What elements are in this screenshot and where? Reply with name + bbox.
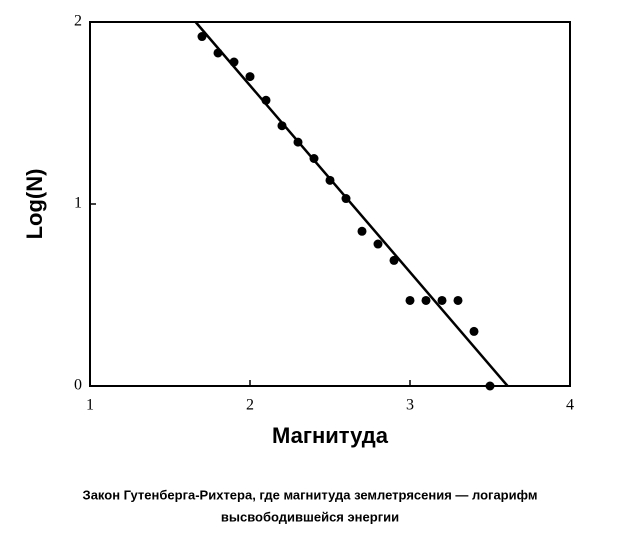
- data-point: [405, 295, 415, 305]
- y-tick-label: 0: [74, 377, 82, 394]
- data-point: [277, 121, 287, 131]
- x-tick-label: 1: [86, 397, 94, 414]
- data-point: [469, 326, 479, 336]
- data-point: [261, 95, 271, 105]
- data-point: [229, 57, 239, 67]
- plot-frame: [89, 21, 571, 387]
- data-point: [421, 295, 431, 305]
- data-point: [293, 137, 303, 147]
- y-tick-label: 2: [74, 13, 82, 30]
- data-point: [213, 48, 223, 58]
- data-point: [453, 295, 463, 305]
- x-tick-label: 4: [566, 397, 574, 414]
- caption: высвободившейся энергии: [221, 509, 399, 524]
- data-point: [373, 239, 383, 249]
- data-point: [485, 381, 495, 391]
- data-point: [245, 72, 255, 82]
- fit-line: [194, 21, 509, 387]
- data-point: [309, 154, 319, 163]
- data-point: [357, 226, 367, 236]
- data-point: [389, 255, 399, 265]
- y-tick-label: 1: [74, 195, 82, 212]
- data-point: [197, 32, 207, 42]
- data-point: [325, 175, 335, 185]
- x-tick-label: 2: [246, 397, 254, 414]
- x-axis-label: Магнитуда: [272, 423, 389, 448]
- x-tick-label: 3: [406, 397, 414, 414]
- data-point: [437, 295, 447, 305]
- data-point: [341, 194, 351, 204]
- caption: Закон Гутенберга-Рихтера, где магнитуда …: [83, 487, 538, 502]
- y-axis-label: Log(N): [22, 169, 47, 240]
